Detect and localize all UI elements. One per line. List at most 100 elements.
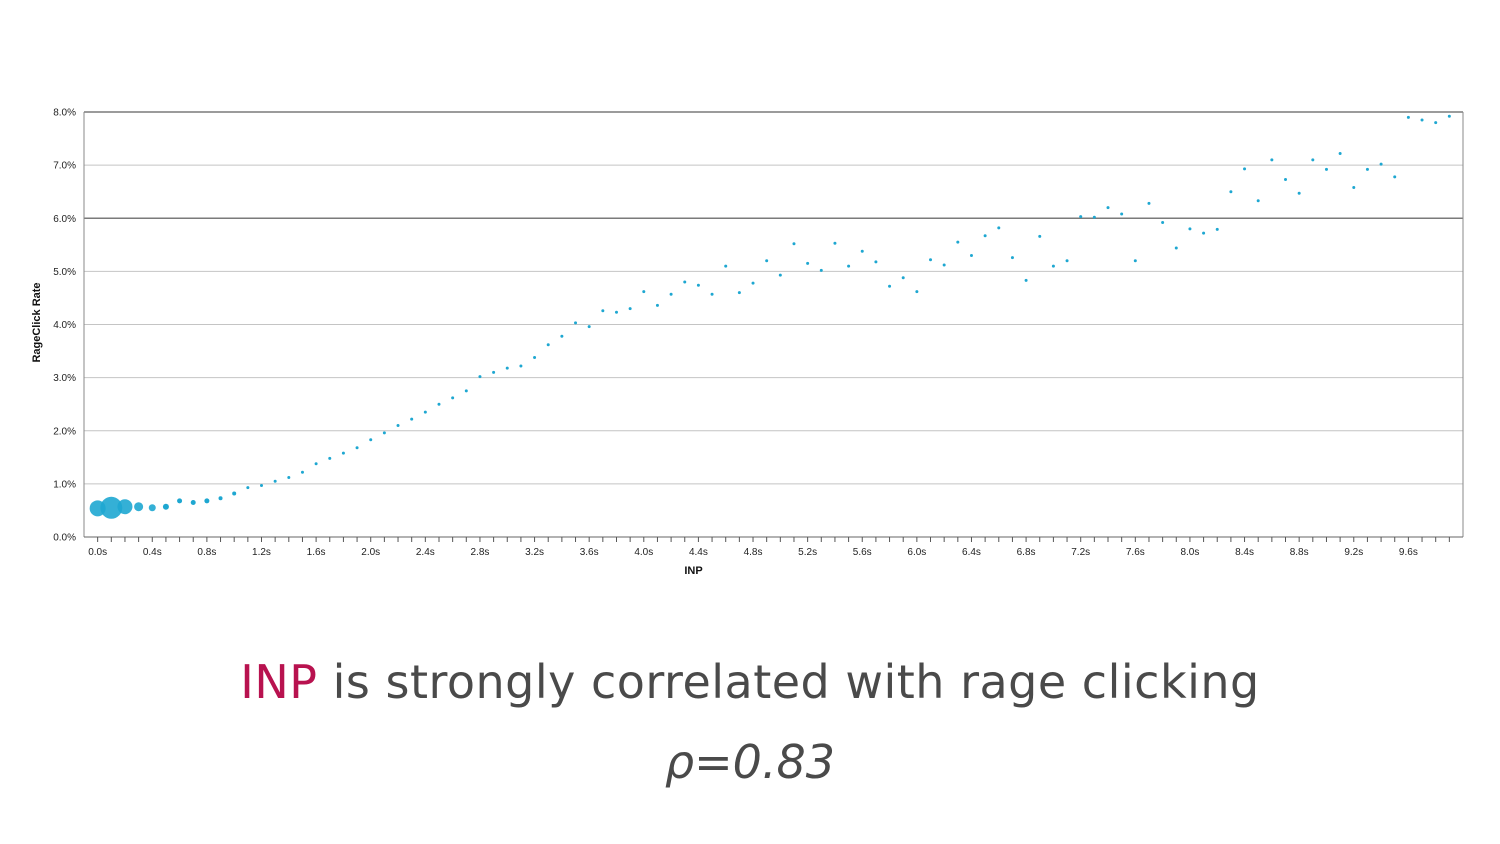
data-point [437,402,441,406]
data-point [1393,175,1397,179]
data-point [1420,118,1424,122]
data-point [1215,227,1219,231]
data-point [1406,115,1410,119]
data-point [1447,114,1451,118]
data-point [1038,234,1042,238]
x-tick-label: 4.4s [689,547,708,558]
data-point [1365,167,1369,171]
x-tick-label: 0.0s [88,547,107,558]
data-point [300,470,304,474]
data-point [956,240,960,244]
data-point [696,283,700,287]
grid-lines [84,111,1463,538]
data-point [888,284,892,288]
x-tick-label: 8.0s [1180,547,1199,558]
data-point [100,496,123,519]
data-point [355,446,359,450]
data-point [396,423,400,427]
data-point [218,496,223,501]
data-point [478,375,482,379]
data-point [1352,185,1356,189]
x-tick-label: 1.6s [307,547,326,558]
data-point [628,307,632,311]
y-tick-label: 3.0% [53,373,76,384]
data-point [177,498,183,504]
y-tick-label: 1.0% [53,479,76,490]
data-point [683,280,687,284]
y-tick-label: 5.0% [53,267,76,278]
data-point [833,241,837,245]
data-point [204,498,210,504]
data-point [874,260,878,264]
data-point [1010,256,1014,260]
y-tick-label: 4.0% [53,320,76,331]
data-point [710,292,714,296]
data-point [451,396,455,400]
data-point [1120,212,1124,216]
data-point [162,503,169,510]
x-tick-label: 5.2s [798,547,817,558]
data-point [492,370,496,374]
x-axis-title: INP [684,565,702,577]
y-tick-label: 2.0% [53,426,76,437]
data-point [1256,199,1260,203]
data-point [1202,231,1206,235]
data-point [1106,206,1110,210]
x-tick-label: 7.6s [1126,547,1145,558]
data-point [778,273,782,277]
x-tick-label: 3.2s [525,547,544,558]
data-point [1311,158,1315,162]
data-point [765,259,769,263]
data-point [1270,158,1274,162]
x-tick-label: 2.8s [470,547,489,558]
x-tick-label: 8.4s [1235,547,1254,558]
data-point [134,502,144,512]
data-point [560,334,564,338]
data-point [929,258,933,262]
x-tick-label: 1.2s [252,547,271,558]
x-tick-label: 8.8s [1290,547,1309,558]
data-point [642,290,646,294]
data-point [792,242,796,246]
correlation-coefficient: ρ=0.83 [664,735,836,789]
data-point [505,366,509,370]
scatter-chart: 0.0% 1.0% 2.0% 3.0% 4.0% 5.0% 6.0% 7.0% 8.0% 0.0s… [31,108,1464,577]
data-point [232,491,237,496]
data-point [724,264,728,268]
data-point [1024,278,1028,282]
data-point [1161,221,1165,224]
data-point [259,483,263,487]
data-point [997,226,1001,230]
data-point [464,389,468,393]
data-point [423,410,427,414]
headline-rest: is strongly correlated with rage clickin… [317,655,1260,709]
data-point [614,310,618,314]
data-point [601,309,605,313]
x-tick-label: 2.4s [416,547,435,558]
data-point [89,500,106,517]
data-point [655,303,659,307]
data-point [1079,215,1083,219]
headline-highlight: INP [240,655,318,709]
headline: INP is strongly correlated with rage cli… [0,655,1500,709]
data-point [587,325,591,329]
data-point [287,476,291,479]
data-points [89,114,1451,519]
x-tick-label: 4.8s [744,547,763,558]
data-point [369,438,373,442]
data-point [382,431,386,435]
data-point [1297,191,1301,195]
data-point [273,479,277,483]
data-point [328,456,332,460]
data-point [1243,167,1247,171]
x-tick-label: 9.6s [1399,547,1418,558]
data-point [669,292,673,296]
data-point [574,321,578,325]
x-tick-label: 9.2s [1344,547,1363,558]
data-point [1065,259,1069,263]
data-point [901,276,905,280]
x-tick-label: 4.0s [634,547,653,558]
x-tick-label: 0.8s [197,547,216,558]
data-point [1324,167,1328,171]
data-point [1188,227,1192,231]
